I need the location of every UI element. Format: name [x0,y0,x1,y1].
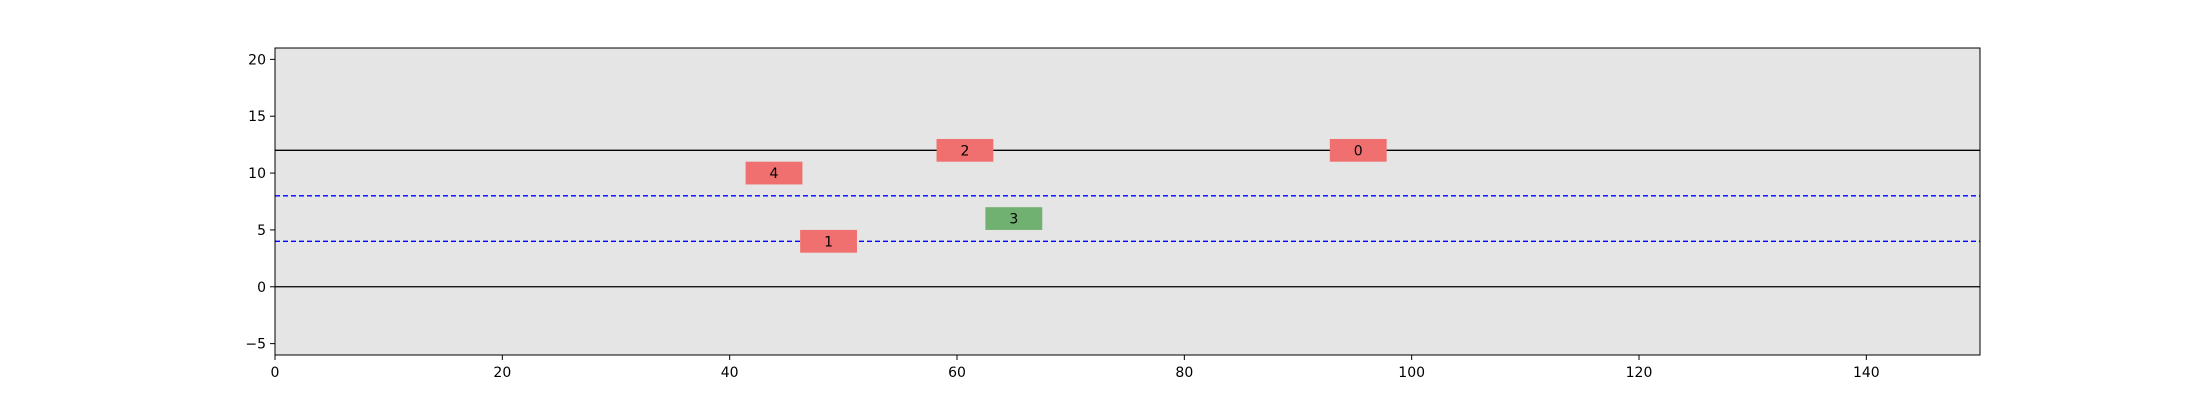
box-label-0: 0 [1354,143,1363,159]
box-4 [745,161,803,185]
x-tick-label-5: 100 [1398,365,1425,381]
x-tick-label-7: 140 [1853,365,1880,381]
y-tick-label-1: 0 [257,280,266,296]
y-tick-label-5: 20 [248,52,266,68]
x-tick-label-3: 60 [948,365,966,381]
y-axis: −5 0 5 10 15 20 [245,52,275,353]
boxes: 0 1 2 3 4 [745,138,1387,253]
x-tick-label-2: 40 [721,365,739,381]
box-label-3: 3 [1009,212,1018,228]
box-2 [936,138,994,162]
box-1 [800,229,857,253]
x-tick-label-6: 120 [1626,365,1653,381]
y-tick-label-2: 5 [257,223,266,239]
box-0 [1329,138,1387,162]
plot-frame [274,47,1981,356]
box-label-2: 2 [960,143,969,159]
y-tick-label-3: 10 [248,166,266,182]
x-tick-label-1: 20 [493,365,511,381]
x-tick-label-4: 80 [1175,365,1193,381]
x-tick-label-0: 0 [271,365,280,381]
box-label-4: 4 [770,166,779,182]
x-axis: 0 20 40 60 80 100 120 140 [271,355,1880,381]
box-3 [985,207,1043,230]
reference-lines [275,149,1980,288]
box-label-1: 1 [824,234,833,250]
plot-area [275,48,1980,355]
y-tick-label-4: 15 [248,109,266,125]
y-tick-label-0: −5 [245,337,266,353]
